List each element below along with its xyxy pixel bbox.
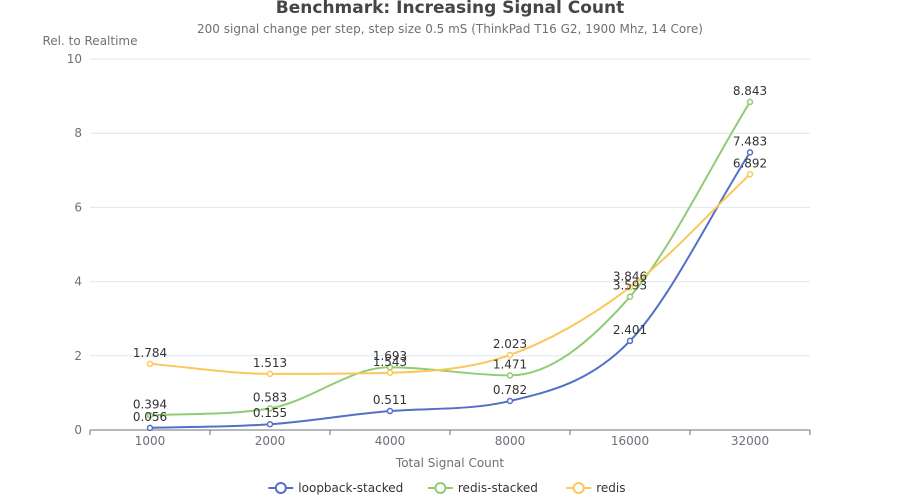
x-tick-label: 2000	[255, 434, 286, 448]
data-point-redis-stacked[interactable]	[746, 98, 754, 106]
data-label-redis-stacked: 0.394	[133, 397, 167, 411]
data-point-loopback-stacked[interactable]	[506, 397, 514, 405]
y-tick-label: 2	[74, 349, 82, 363]
x-tick-label: 32000	[731, 434, 769, 448]
data-label-redis: 1.784	[133, 346, 167, 360]
legend[interactable]: loopback-stacked redis-stacked redis	[268, 481, 625, 495]
legend-marker-redis-stacked	[434, 482, 447, 494]
data-label-redis-stacked: 1.471	[493, 357, 527, 371]
data-point-redis[interactable]	[386, 369, 394, 377]
data-label-redis-stacked: 8.843	[733, 84, 767, 98]
data-label-loopback-stacked: 2.401	[613, 323, 647, 337]
data-point-redis-stacked[interactable]	[266, 405, 274, 412]
x-tick-label: 4000	[375, 434, 406, 448]
legend-marker-loopback-stacked	[274, 482, 287, 494]
x-tick-label: 16000	[611, 434, 649, 448]
data-point-redis[interactable]	[146, 360, 154, 368]
chart-subtitle: 200 signal change per step, step size 0.…	[197, 22, 703, 36]
data-point-redis[interactable]	[266, 370, 274, 378]
data-point-loopback-stacked[interactable]	[146, 424, 154, 432]
x-axis-title: Total Signal Count	[395, 456, 504, 470]
series-lines	[146, 98, 754, 432]
legend-label-loopback-stacked: loopback-stacked	[298, 481, 403, 495]
chart-title: Benchmark: Increasing Signal Count	[275, 0, 625, 18]
y-tick-label: 0	[74, 423, 82, 437]
data-point-loopback-stacked[interactable]	[746, 149, 754, 156]
data-label-loopback-stacked: 0.511	[373, 393, 407, 407]
legend-item-redis[interactable]: redis	[566, 481, 625, 495]
legend-label-redis: redis	[596, 481, 625, 495]
data-label-redis-stacked: 3.593	[613, 279, 647, 293]
data-point-redis-stacked[interactable]	[146, 412, 154, 419]
data-label-loopback-stacked: 0.155	[253, 406, 287, 420]
y-tick-label: 6	[74, 200, 82, 214]
data-label-redis-stacked: 1.693	[373, 349, 407, 363]
data-point-loopback-stacked[interactable]	[626, 337, 634, 345]
data-label-redis: 1.543	[373, 355, 407, 369]
y-tick-label: 4	[74, 275, 82, 289]
data-label-redis-stacked: 0.583	[253, 390, 287, 404]
data-label-loopback-stacked: 7.483	[733, 134, 767, 148]
legend-item-redis-stacked[interactable]: redis-stacked	[427, 481, 538, 495]
data-point-loopback-stacked[interactable]	[386, 407, 394, 415]
data-point-loopback-stacked[interactable]	[266, 420, 274, 428]
data-label-loopback-stacked: 0.782	[493, 383, 527, 397]
data-point-redis-stacked[interactable]	[626, 293, 634, 300]
data-label-redis: 6.892	[733, 156, 767, 170]
series-line-loopback-stacked	[149, 151, 751, 429]
grid-lines	[90, 58, 810, 357]
x-axis: 1000 2000 4000 8000 16000 32000	[89, 429, 811, 448]
x-tick-label: 1000	[135, 434, 166, 448]
legend-marker-redis	[572, 482, 585, 494]
y-axis-title: Rel. to Realtime	[43, 34, 138, 48]
data-point-redis[interactable]	[506, 351, 514, 359]
series-loopback-stacked	[146, 149, 754, 432]
series-redis	[146, 171, 754, 378]
data-labels: 0.056 0.155 0.511 0.782 2.401 7.483 0.394 0.583…	[133, 84, 767, 424]
data-label-loopback-stacked: 0.056	[133, 410, 167, 424]
data-point-redis-stacked[interactable]	[506, 372, 514, 379]
data-point-redis[interactable]	[626, 284, 634, 291]
data-label-redis: 1.513	[253, 356, 287, 370]
data-point-redis[interactable]	[746, 171, 754, 178]
y-tick-label: 8	[74, 126, 82, 140]
x-tick-label: 8000	[495, 434, 526, 448]
legend-label-redis-stacked: redis-stacked	[458, 481, 538, 495]
series-line-redis	[149, 173, 751, 375]
data-label-redis: 2.023	[493, 337, 527, 351]
series-redis-stacked	[146, 98, 754, 419]
data-label-redis: 3.846	[613, 269, 647, 283]
legend-item-loopback-stacked[interactable]: loopback-stacked	[268, 481, 403, 495]
y-tick-label: 10	[67, 52, 82, 66]
y-axis: 0 2 4 6 8 10	[67, 52, 82, 437]
